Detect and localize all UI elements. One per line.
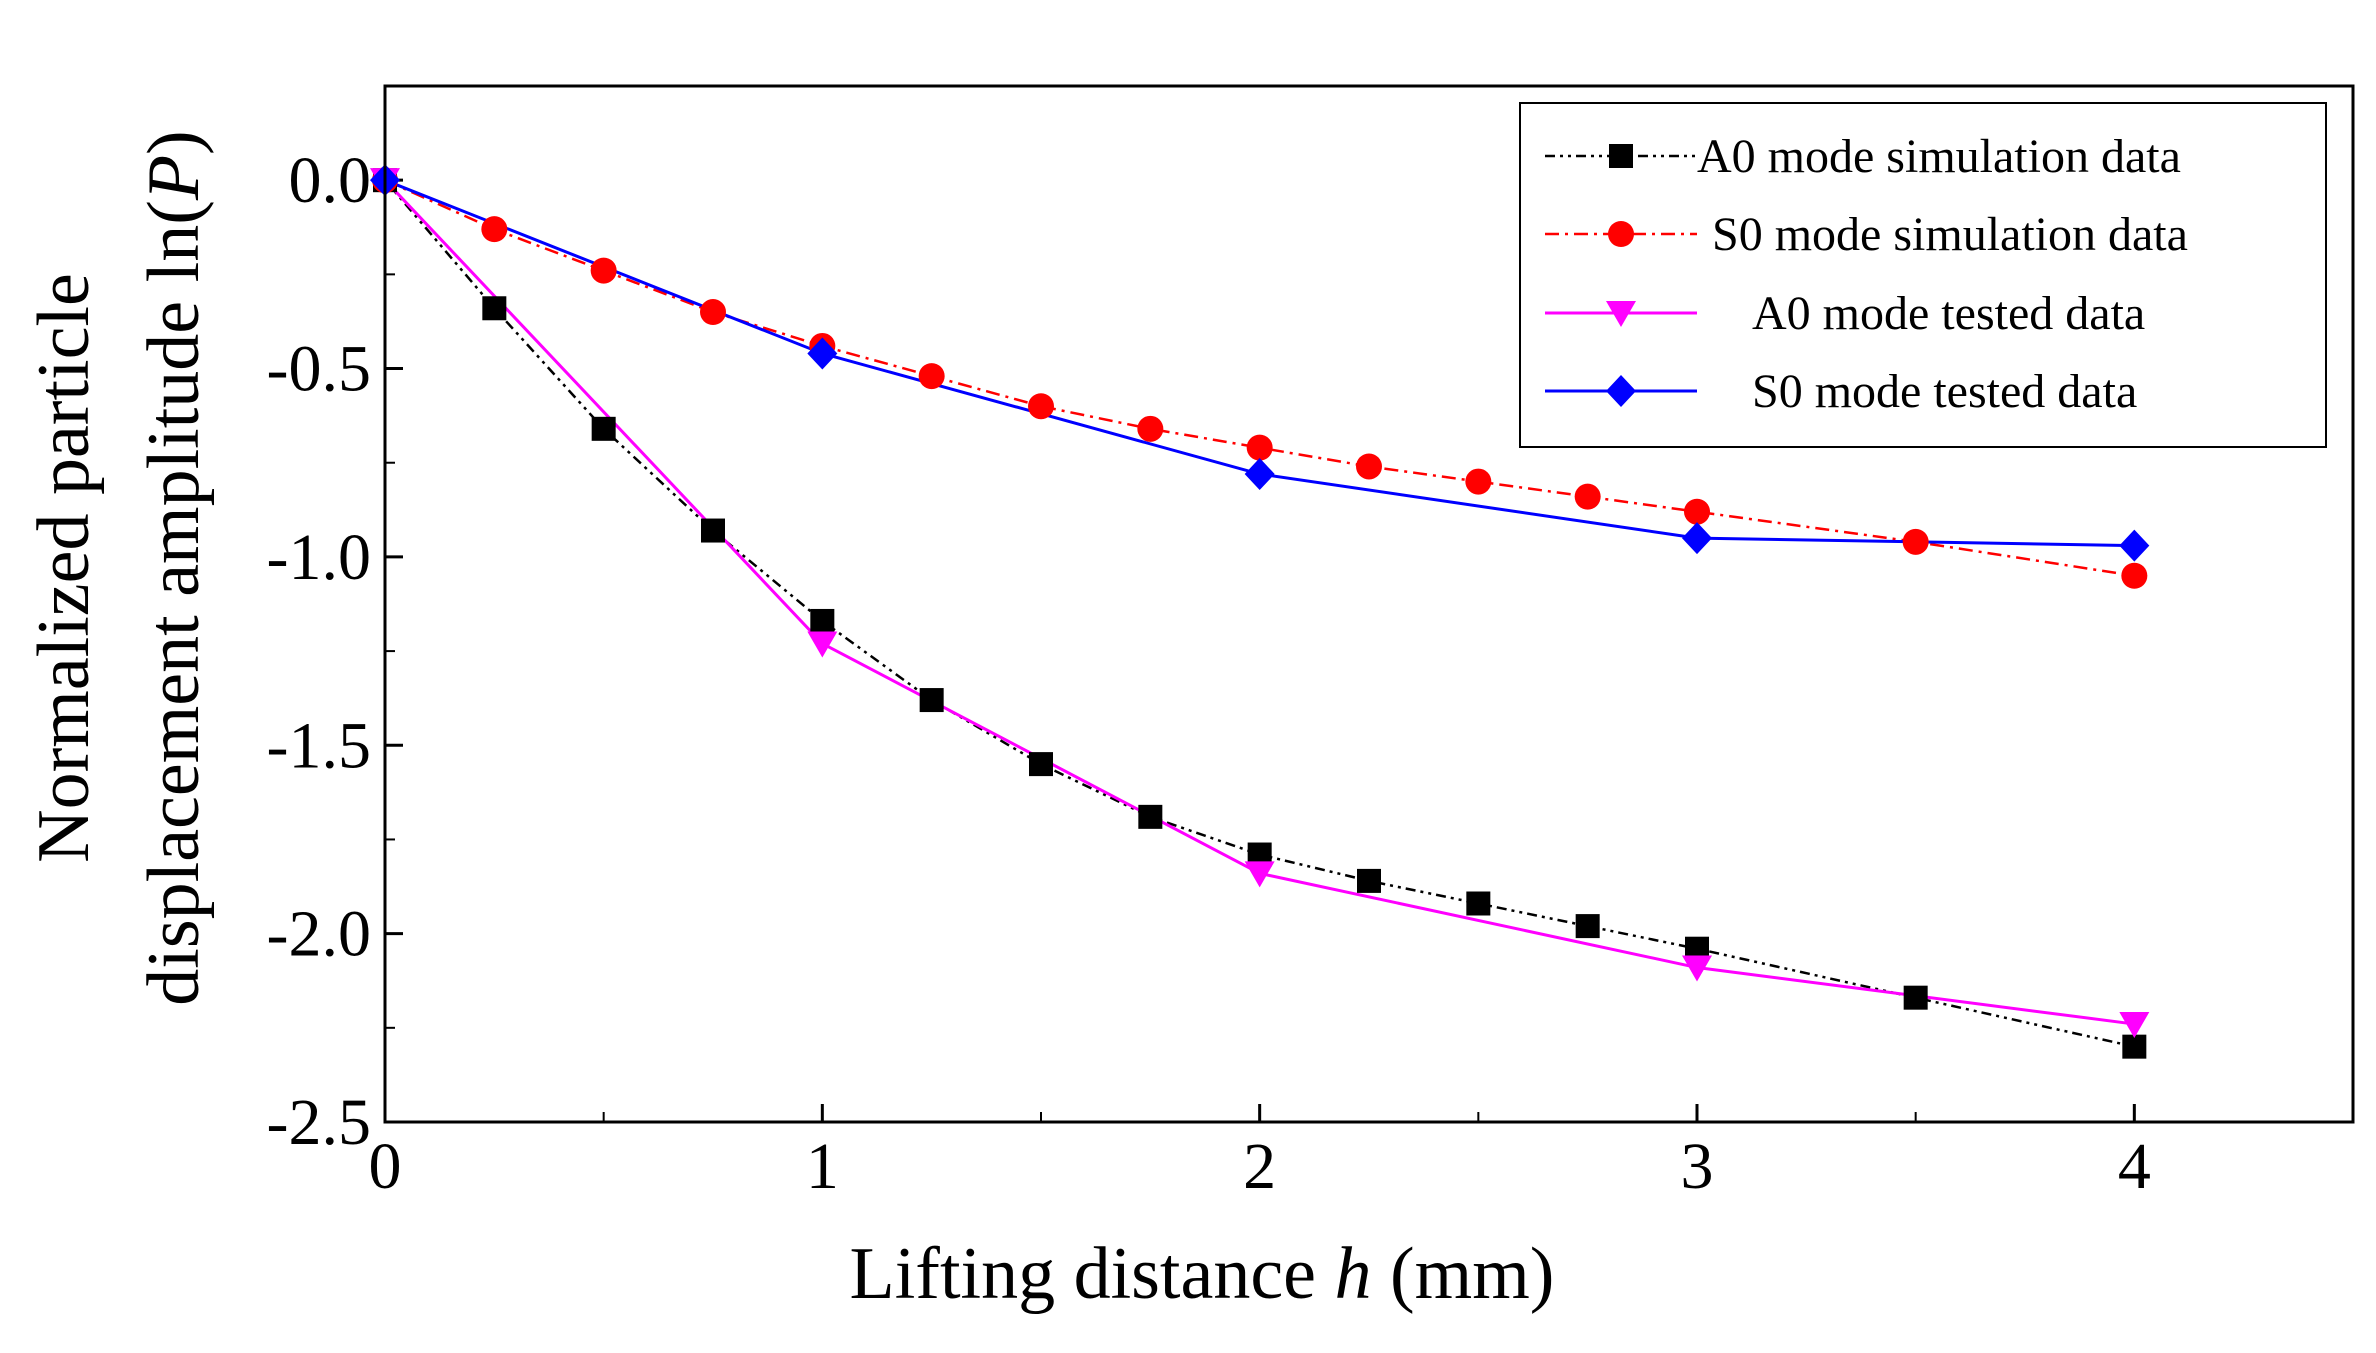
- y-axis-title: Normalized particle displacement amplitu…: [23, 130, 215, 1005]
- point-2-2: [1244, 861, 1275, 888]
- point-1-13: [1902, 528, 1929, 555]
- x-tick-label-3: 3: [1681, 1130, 1714, 1203]
- point-0-10: [1466, 891, 1491, 916]
- point-0-11: [1575, 914, 1600, 939]
- x-tick-label-2: 2: [1243, 1130, 1276, 1203]
- point-0-4: [810, 608, 835, 633]
- x-axis-title-prefix: Lifting distance: [850, 1233, 1335, 1315]
- point-1-10: [1465, 468, 1492, 495]
- point-1-2: [590, 257, 617, 284]
- point-0-5: [919, 688, 944, 713]
- legend: A0 mode simulation data S0 mode simulatio…: [1519, 102, 2327, 448]
- point-3-2: [1244, 458, 1275, 491]
- x-axis-title: Lifting distance h (mm): [850, 1233, 1555, 1315]
- series-markers: [370, 164, 2150, 1059]
- point-1-6: [1028, 393, 1054, 420]
- plot-frame: [383, 84, 2355, 1124]
- axis-ticks: 0 1 2 3 4 0.0 -0.5 -1.0 -1.5 -2.0 -2.5: [267, 144, 2151, 1203]
- y-axis-title-line1: Normalized particle: [23, 273, 105, 863]
- legend-marker-0: [1609, 144, 1633, 168]
- y-tick-label-1: -0.5: [267, 333, 371, 406]
- point-1-12: [1684, 498, 1710, 525]
- point-0-3: [701, 518, 725, 543]
- legend-label-1: S0 mode simulation data: [1712, 208, 2188, 261]
- y-axis-title-line2-suffix: ): [133, 130, 215, 155]
- legend-label-2: A0 mode tested data: [1752, 287, 2145, 340]
- point-3-1: [807, 337, 838, 370]
- legend-marker-3: [1606, 375, 1636, 407]
- point-3-3: [1682, 522, 1712, 555]
- point-1-11: [1574, 483, 1601, 510]
- y-axis-title-line2: displacement amplitude ln(P): [133, 130, 215, 1005]
- y-tick-label-5: -2.5: [267, 1086, 371, 1159]
- series-line-0: [384, 179, 2135, 1048]
- y-tick-label-0: 0.0: [289, 144, 372, 217]
- point-1-7: [1137, 415, 1164, 442]
- y-tick-label-4: -2.0: [267, 898, 371, 971]
- point-1-9: [1356, 453, 1382, 480]
- point-2-4: [2119, 1012, 2150, 1039]
- point-0-9: [1357, 868, 1381, 893]
- y-tick-label-3: -1.5: [267, 709, 371, 782]
- point-1-14: [2121, 562, 2148, 589]
- point-2-1: [807, 631, 838, 658]
- legend-label-3: S0 mode tested data: [1752, 365, 2137, 418]
- point-2-3: [1682, 955, 1712, 982]
- y-tick-label-2: -1.0: [267, 521, 371, 594]
- x-tick-label-0: 0: [369, 1130, 402, 1203]
- legend-marker-2: [1606, 301, 1636, 327]
- point-0-1: [482, 296, 507, 321]
- point-1-8: [1246, 434, 1273, 461]
- y-axis-title-line2-prefix: displacement amplitude ln(: [133, 200, 215, 1006]
- x-tick-label-1: 1: [806, 1130, 839, 1203]
- point-0-14: [2122, 1034, 2147, 1059]
- point-0-7: [1138, 804, 1163, 829]
- point-1-3: [700, 299, 726, 326]
- legend-marker-1: [1608, 221, 1634, 247]
- x-tick-label-4: 4: [2118, 1130, 2151, 1203]
- point-1-1: [481, 216, 508, 243]
- point-0-2: [591, 416, 616, 441]
- legend-label-0: A0 mode simulation data: [1697, 130, 2181, 183]
- point-0-6: [1029, 752, 1053, 777]
- x-axis-title-suffix: (mm): [1372, 1233, 1555, 1315]
- point-0-13: [1903, 985, 1928, 1010]
- point-3-4: [2119, 529, 2150, 562]
- point-1-5: [918, 363, 945, 390]
- y-axis-title-line2-var: P: [133, 155, 215, 201]
- x-axis-title-var: h: [1335, 1233, 1372, 1315]
